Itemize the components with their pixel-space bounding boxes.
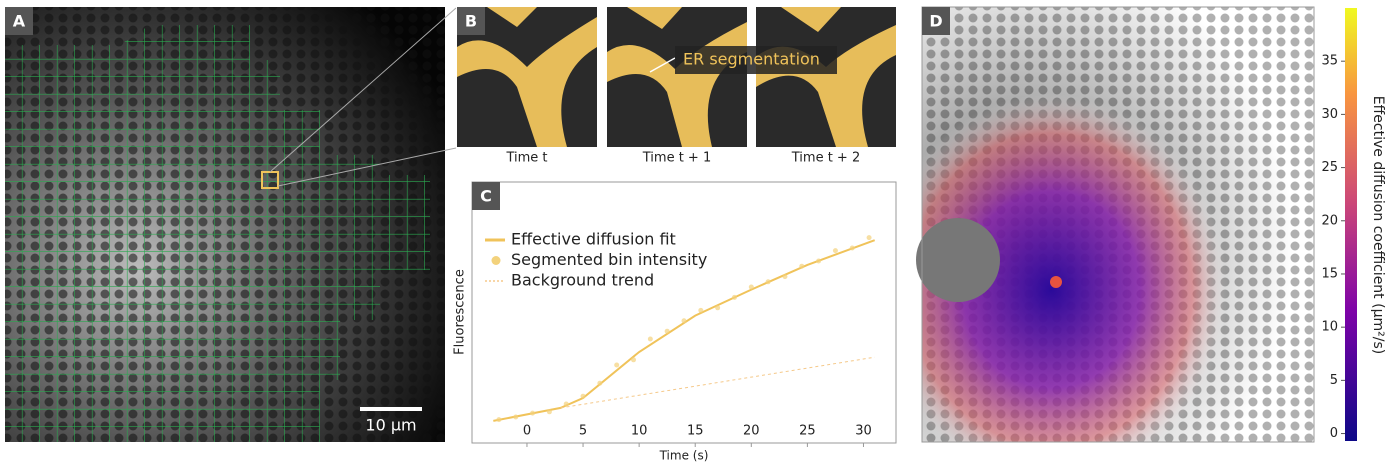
x-axis-label: Time (s): [659, 449, 709, 463]
x-tick-label: 5: [579, 424, 587, 439]
panel-label: B: [465, 12, 477, 31]
panel-d: Effective diffusion coefficient (µm²/s) …: [916, 6, 1386, 443]
series-line: [560, 356, 875, 409]
data-point: [782, 274, 788, 280]
data-point: [496, 417, 502, 423]
data-point: [681, 318, 687, 324]
panel-label: C: [480, 187, 492, 206]
legend-label: Effective diffusion fit: [511, 230, 676, 249]
x-tick-label: 15: [687, 424, 704, 439]
data-point: [731, 294, 737, 300]
scale-bar-label: 10 µm: [365, 416, 416, 435]
data-point: [563, 401, 569, 407]
legend-symbol: [491, 256, 501, 265]
x-tick-label: 25: [799, 424, 816, 439]
data-point: [698, 307, 704, 313]
annotation: ER segmentation: [683, 50, 820, 69]
legend-label: Background trend: [511, 271, 654, 290]
data-point: [647, 336, 653, 342]
panel-label: A: [13, 12, 26, 31]
x-tick-label: 10: [631, 424, 648, 439]
data-point: [765, 279, 771, 285]
data-point: [849, 245, 855, 251]
data-point: [664, 328, 670, 334]
data-point: [748, 284, 754, 290]
data-point: [799, 263, 805, 269]
panel-b: ER segmentation Time t Time t + 1 Time t…: [457, 7, 896, 166]
colorbar-tick-label: 15: [1321, 266, 1338, 281]
legend-label: Segmented bin intensity: [511, 250, 707, 269]
colorbar-tick-label: 35: [1321, 54, 1338, 69]
colorbar-tick-label: 10: [1321, 320, 1338, 335]
panel-c: Time (s) Fluorescence C: [453, 181, 897, 463]
x-tick-label: 30: [855, 424, 872, 439]
data-point: [631, 357, 637, 363]
y-axis-label: Fluorescence: [453, 269, 468, 355]
caption: Time t: [505, 151, 547, 166]
series-line: [493, 239, 876, 422]
data-point: [580, 393, 586, 399]
x-tick-label: 0: [523, 424, 531, 439]
data-point: [832, 248, 838, 254]
data-point: [597, 380, 603, 386]
data-point: [614, 362, 620, 368]
x-tick-label: 20: [743, 424, 760, 439]
data-point: [530, 410, 536, 416]
colorbar-tick-label: 5: [1330, 373, 1338, 388]
data-point: [866, 235, 872, 241]
panel-a: 10 µm A: [5, 7, 457, 442]
colorbar-tick-label: 0: [1330, 426, 1338, 441]
colorbar-tick-label: 30: [1321, 107, 1338, 122]
panel-label: D: [929, 12, 942, 31]
caption: Time t + 2: [791, 151, 860, 166]
colorbar-tick-label: 25: [1321, 160, 1338, 175]
data-point: [715, 305, 721, 311]
colorbar-tick-label: 20: [1321, 213, 1338, 228]
data-point: [816, 258, 822, 264]
data-point: [513, 414, 519, 420]
caption: Time t + 1: [642, 151, 711, 166]
colorbar-label: Effective diffusion coefficient (µm²/s): [1370, 96, 1386, 354]
data-point: [546, 409, 552, 415]
